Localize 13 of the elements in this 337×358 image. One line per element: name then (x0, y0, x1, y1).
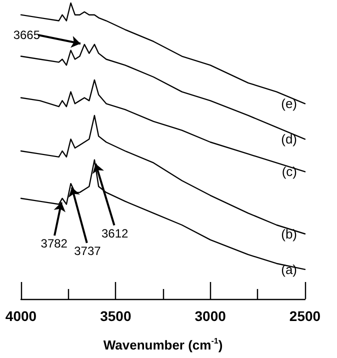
x-tick-label: 3000 (194, 308, 226, 324)
annotation: 3665 (13, 28, 40, 42)
x-tick-label: 3500 (100, 308, 132, 324)
series-label: (b) (281, 226, 297, 242)
series-label: (e) (281, 96, 297, 112)
annotation: 3612 (102, 226, 129, 240)
series-label: (d) (281, 132, 297, 147)
x-tick-label: 4000 (5, 308, 37, 324)
annotation: 3737 (74, 244, 102, 258)
series-label: (a) (281, 262, 297, 277)
series-label: (c) (282, 164, 297, 180)
x-tick-label: 2500 (289, 308, 321, 324)
annotation: 3782 (40, 236, 68, 251)
